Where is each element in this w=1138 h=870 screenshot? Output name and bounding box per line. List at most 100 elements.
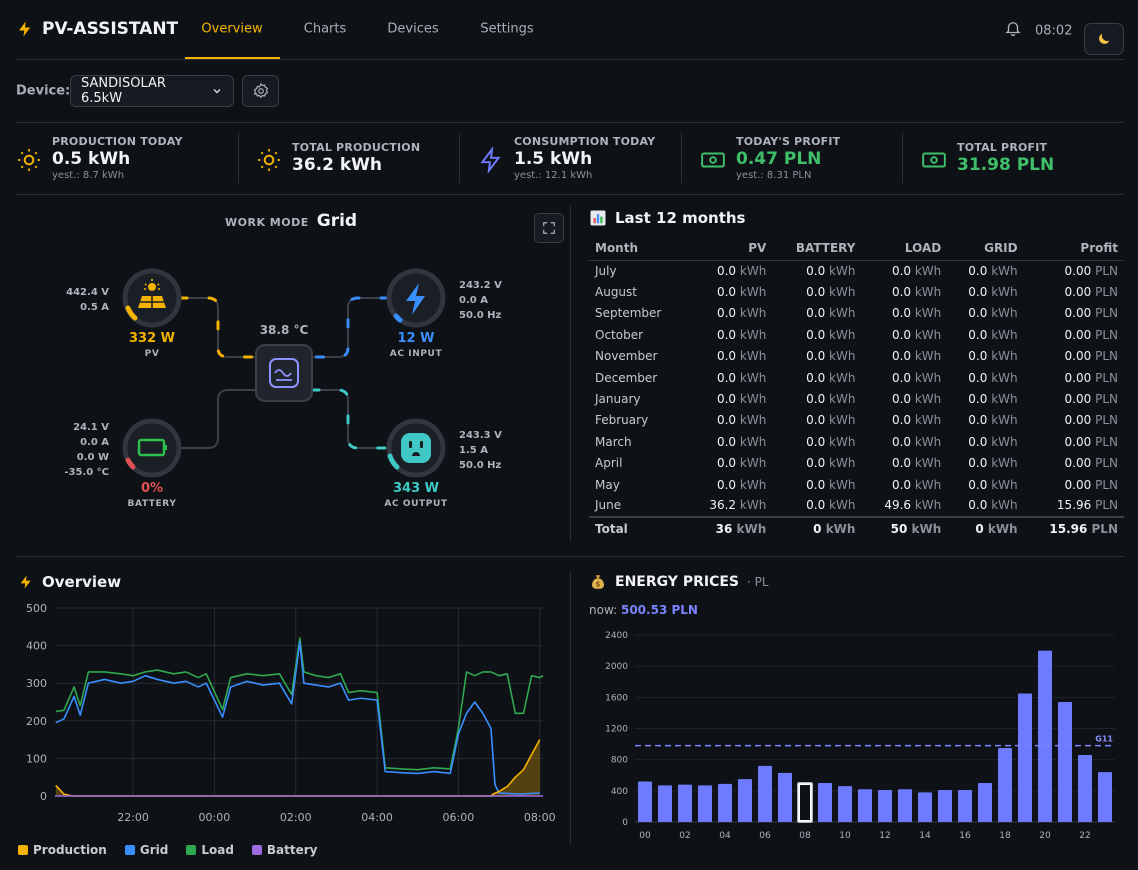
legend-swatch <box>124 845 135 855</box>
solar-panel-icon <box>138 279 166 308</box>
y-tick-label: 0 <box>622 818 628 828</box>
x-tick-label: 18 <box>999 831 1011 841</box>
price-bar <box>918 792 932 822</box>
battery-icon <box>137 438 167 457</box>
brand-name: PV-ASSISTANT <box>42 19 179 39</box>
value-cell: 0.0 kWh <box>716 327 767 342</box>
value-cell: 0.0 kWh <box>891 392 942 407</box>
value-cell: 0.0 kWh <box>968 477 1018 492</box>
legend-label: Load <box>201 843 234 857</box>
stat-sub: yest.: 12.1 kWh <box>514 170 593 181</box>
x-tick-label: 22:00 <box>117 811 149 824</box>
value-cell: 0.00 PLN <box>1064 349 1118 364</box>
battery-voltage: 24.1 V <box>73 422 109 433</box>
month-cell: February <box>595 413 649 428</box>
bell-icon[interactable] <box>1004 19 1022 41</box>
tab-settings[interactable]: Settings <box>480 21 534 37</box>
money-icon <box>701 152 725 168</box>
x-tick-label: 08:00 <box>524 811 556 824</box>
table-row: July 0.0 kWh 0.0 kWh 0.0 kWh 0.0 kWh 0.00 PLN <box>589 260 1124 281</box>
months-panel-title-text: Last 12 months <box>615 209 746 227</box>
price-bar <box>698 785 712 822</box>
value-cell: 0.0 kWh <box>891 285 942 300</box>
divider <box>459 133 460 183</box>
month-cell: December <box>595 370 658 385</box>
overview-chart-title: Overview <box>18 573 121 591</box>
month-cell: January <box>595 392 641 407</box>
value-cell: 0.0 kWh <box>806 498 856 513</box>
tab-devices[interactable]: Devices <box>387 21 439 37</box>
divider <box>16 556 1124 557</box>
value-cell: 15.96 PLN <box>1023 515 1124 541</box>
column-header-month: Month <box>589 236 687 261</box>
price-bar <box>898 789 912 822</box>
tab-charts[interactable]: Charts <box>303 21 347 37</box>
table-row: December 0.0 kWh 0.0 kWh 0.0 kWh 0.0 kWh 0.00… <box>589 367 1124 388</box>
value-cell: 36 kWh <box>686 515 773 541</box>
stat-label: TODAY'S PROFIT <box>736 135 841 148</box>
value-cell: 0.0 kWh <box>968 434 1018 449</box>
work-mode-label: WORK MODE <box>225 216 309 229</box>
months-panel-title: Last 12 months <box>589 209 746 227</box>
value-cell: 0.0 kWh <box>716 370 767 385</box>
table-row: September 0.0 kWh 0.0 kWh 0.0 kWh 0.0 kWh 0.0… <box>589 303 1124 324</box>
value-cell: 0.0 kWh <box>806 434 856 449</box>
month-cell: Total <box>589 515 687 541</box>
theme-toggle-button[interactable] <box>1084 23 1124 55</box>
divider <box>238 133 239 183</box>
value-cell: 0.0 kWh <box>806 263 856 278</box>
value-cell: 0.0 kWh <box>806 349 856 364</box>
legend-swatch <box>18 845 28 855</box>
price-bar-current <box>800 785 810 820</box>
legend-battery[interactable]: Battery <box>251 843 318 857</box>
price-bar <box>1038 650 1052 822</box>
device-settings-button[interactable] <box>242 75 279 107</box>
bolt-icon <box>406 283 425 315</box>
ac-output-current: 1.5 A <box>459 445 488 456</box>
active-tab-indicator <box>185 57 280 59</box>
ac-output-readings: 243.3 V 1.5 A 50.0 Hz <box>459 428 502 473</box>
energy-prices-title: $ ENERGY PRICES · PL <box>589 573 769 591</box>
fullscreen-button[interactable] <box>534 213 564 243</box>
y-tick-label: 400 <box>26 640 47 653</box>
value-cell: 0.0 kWh <box>968 392 1018 407</box>
battery-current: 0.0 A <box>80 437 109 448</box>
value-cell: 0.00 PLN <box>1064 327 1118 342</box>
ac-input-frequency: 50.0 Hz <box>459 310 502 321</box>
value-cell: 0.0 kWh <box>891 306 942 321</box>
price-bar <box>938 790 952 822</box>
current-price-value: 500.53 PLN <box>620 603 698 617</box>
table-row: February 0.0 kWh 0.0 kWh 0.0 kWh 0.0 kWh 0.00… <box>589 410 1124 431</box>
pv-readings: 442.4 V 0.5 A <box>60 285 109 315</box>
column-header-load: LOAD <box>861 236 948 261</box>
x-tick-label: 02:00 <box>280 811 312 824</box>
device-select[interactable]: SANDISOLAR 6.5kW <box>70 75 234 107</box>
price-bar <box>878 790 892 822</box>
stat-label: TOTAL PROFIT <box>957 141 1048 154</box>
legend-production[interactable]: Production <box>18 843 107 857</box>
brand[interactable]: PV-ASSISTANT <box>16 19 178 39</box>
value-cell: 0.0 kWh <box>806 456 856 471</box>
value-cell: 0.0 kWh <box>891 413 942 428</box>
overview-legend: Production Grid Load Battery <box>18 843 318 857</box>
overview-chart-title-text: Overview <box>42 573 122 591</box>
legend-load[interactable]: Load <box>186 843 234 857</box>
value-cell: 36.2 kWh <box>709 498 767 513</box>
pv-node <box>122 268 182 328</box>
x-tick-label: 12 <box>879 831 890 841</box>
stat-value: 0.5 kWh <box>52 149 131 169</box>
legend-label: Grid <box>139 843 169 857</box>
ac-input-name: AC INPUT <box>389 349 443 359</box>
value-cell: 50 kWh <box>861 515 948 541</box>
top-nav: PV-ASSISTANT Overview Charts Devices Set… <box>0 0 1138 60</box>
table-row: May 0.0 kWh 0.0 kWh 0.0 kWh 0.0 kWh 0.00 PLN <box>589 474 1124 495</box>
value-cell: 0.0 kWh <box>716 306 767 321</box>
pv-label: 332 W PV <box>129 331 175 359</box>
months-table: Month PV BATTERY LOAD GRID Profit July 0.0 kWh… <box>589 236 1124 541</box>
ac-output-voltage: 243.3 V <box>459 430 502 441</box>
g11-label: G11 <box>1095 735 1113 744</box>
tab-overview[interactable]: Overview <box>201 21 263 37</box>
legend-grid[interactable]: Grid <box>124 843 169 857</box>
energy-prices-title-text: ENERGY PRICES <box>615 574 739 590</box>
table-header-row: Month PV BATTERY LOAD GRID Profit <box>589 236 1124 261</box>
